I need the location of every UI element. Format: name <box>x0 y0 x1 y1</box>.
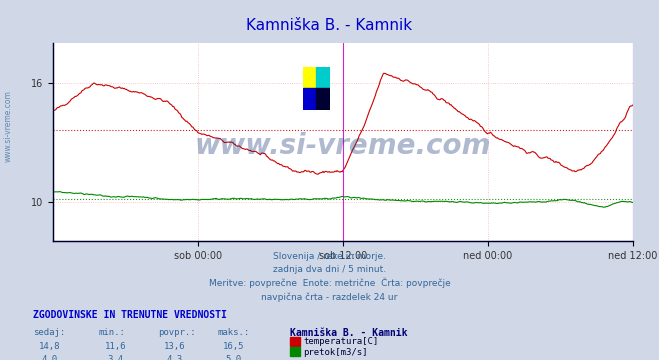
Text: 3,4: 3,4 <box>107 355 123 360</box>
Text: Kamniška B. - Kamnik: Kamniška B. - Kamnik <box>290 328 407 338</box>
Bar <box>303 88 316 110</box>
Text: ZGODOVINSKE IN TRENUTNE VREDNOSTI: ZGODOVINSKE IN TRENUTNE VREDNOSTI <box>33 310 227 320</box>
Bar <box>316 88 330 110</box>
Text: povpr.:: povpr.: <box>158 328 196 337</box>
Text: 4,0: 4,0 <box>42 355 57 360</box>
Text: 14,8: 14,8 <box>39 342 60 351</box>
Bar <box>316 67 330 88</box>
Text: Slovenija / reke in morje.
zadnja dva dni / 5 minut.
Meritve: povprečne  Enote: : Slovenija / reke in morje. zadnja dva dn… <box>209 252 450 302</box>
Text: www.si-vreme.com: www.si-vreme.com <box>194 132 491 160</box>
Text: 4,3: 4,3 <box>167 355 183 360</box>
Text: maks.:: maks.: <box>217 328 250 337</box>
Text: 13,6: 13,6 <box>164 342 185 351</box>
Text: www.si-vreme.com: www.si-vreme.com <box>3 90 13 162</box>
Text: Kamniška B. - Kamnik: Kamniška B. - Kamnik <box>246 18 413 33</box>
Text: 11,6: 11,6 <box>105 342 126 351</box>
Bar <box>303 67 316 88</box>
Text: temperatura[C]: temperatura[C] <box>303 337 378 346</box>
Text: 5,0: 5,0 <box>226 355 242 360</box>
Text: sedaj:: sedaj: <box>33 328 65 337</box>
Text: 16,5: 16,5 <box>223 342 244 351</box>
Text: min.:: min.: <box>99 328 126 337</box>
Text: pretok[m3/s]: pretok[m3/s] <box>303 348 368 356</box>
